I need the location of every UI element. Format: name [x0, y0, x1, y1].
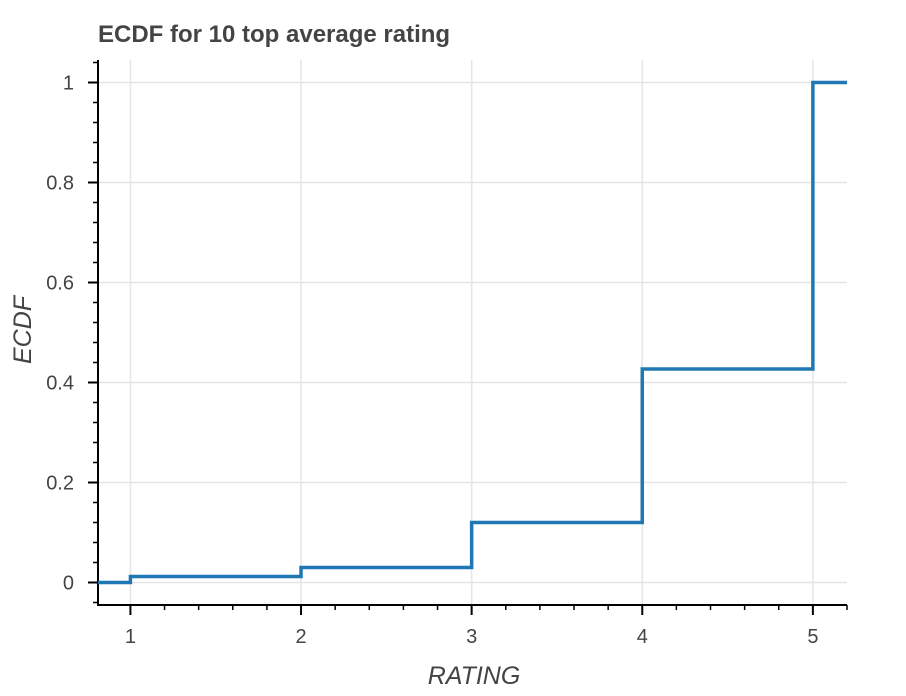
x-tick-label: 1: [125, 626, 136, 648]
ecdf-series: [98, 80, 847, 585]
ecdf-step-line: [98, 80, 847, 585]
y-tick-label: 0.6: [46, 273, 74, 295]
y-tick-label: 0.2: [46, 473, 74, 495]
axes: 1 2 3 4 5 0 0.2 0.4 0.6 0.8 1: [46, 60, 848, 648]
x-tick-label: 2: [295, 626, 306, 648]
x-axis-label: RATING: [428, 662, 521, 690]
x-tick-label: 3: [466, 626, 477, 648]
y-tick-label: 0.8: [46, 173, 74, 195]
y-tick-label: 0: [63, 573, 74, 595]
y-tick-label: 0.4: [46, 373, 74, 395]
y-tick-label: 1: [63, 73, 74, 95]
x-tick-label: 5: [807, 626, 818, 648]
x-tick-label: 4: [637, 626, 648, 648]
y-axis-label: ECDF: [9, 294, 37, 364]
chart-title: ECDF for 10 top average rating: [98, 21, 450, 48]
